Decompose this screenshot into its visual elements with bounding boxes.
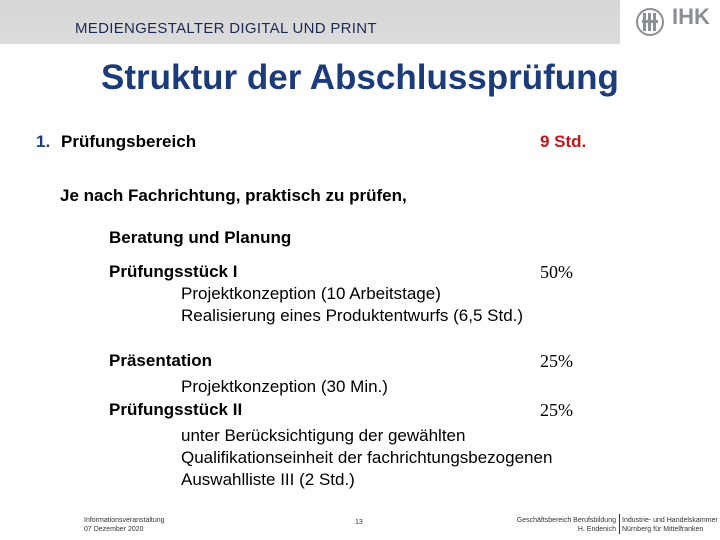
footer-author: H. Endenich	[577, 526, 616, 533]
footer-org-line: Nürnberg für Mittelfranken	[622, 526, 704, 533]
footer-department: Geschäftsbereich Berufsbildung H. Endeni…	[500, 516, 616, 534]
footer-organization: Industrie- und Handelskammer Nürnberg fü…	[622, 516, 718, 534]
pruefungsstueck1-percent: 50%	[540, 262, 573, 282]
pruefungsstueck2-label: Prüfungsstück II	[109, 400, 243, 419]
pruefungsstueck2-line: Auswahlliste III (2 Std.)	[181, 470, 355, 489]
beratung-text: Beratung und Planung	[109, 228, 292, 247]
praesentation-label: Präsentation	[109, 351, 212, 370]
page-title: Struktur der Abschlussprüfung	[101, 58, 619, 97]
footer-department-name: Geschäftsbereich Berufsbildung	[516, 517, 616, 524]
pruefungsstueck1-label: Prüfungsstück I	[109, 262, 238, 281]
footer-divider	[619, 514, 620, 534]
header-subtitle: MEDIENGESTALTER DIGITAL UND PRINT	[75, 20, 377, 37]
ihk-emblem-icon	[636, 8, 664, 36]
footer-event: Informationsveranstaltung 07 Dezember 20…	[84, 516, 165, 534]
pruefungsstueck2-line: Qualifikationseinheit der fachrichtungsb…	[181, 448, 553, 467]
pruefungsstueck2-percent: 25%	[540, 400, 573, 420]
footer-event-date: 07 Dezember 2020	[84, 526, 144, 533]
ihk-logo-text: IHK	[672, 4, 710, 29]
section-hours: 9 Std.	[540, 132, 587, 151]
pruefungsstueck2-line: unter Berücksichtigung der gewählten	[181, 426, 466, 445]
section-label: Prüfungsbereich	[61, 132, 197, 151]
praesentation-line: Projektkonzeption (30 Min.)	[181, 377, 388, 396]
section-number: 1.	[36, 132, 51, 151]
pruefungsstueck1-line: Projektkonzeption (10 Arbeitstage)	[181, 284, 441, 303]
footer-event-title: Informationsveranstaltung	[84, 517, 165, 524]
footer-org-line: Industrie- und Handelskammer	[622, 517, 718, 524]
page-number: 13	[355, 519, 363, 526]
praesentation-percent: 25%	[540, 351, 573, 371]
pruefungsstueck1-line: Realisierung eines Produktentwurfs (6,5 …	[181, 306, 524, 325]
header-bar: MEDIENGESTALTER DIGITAL UND PRINT IHK	[0, 0, 720, 44]
ihk-logo: IHK	[620, 0, 720, 44]
intro-text: Je nach Fachrichtung, praktisch zu prüfe…	[60, 186, 407, 205]
